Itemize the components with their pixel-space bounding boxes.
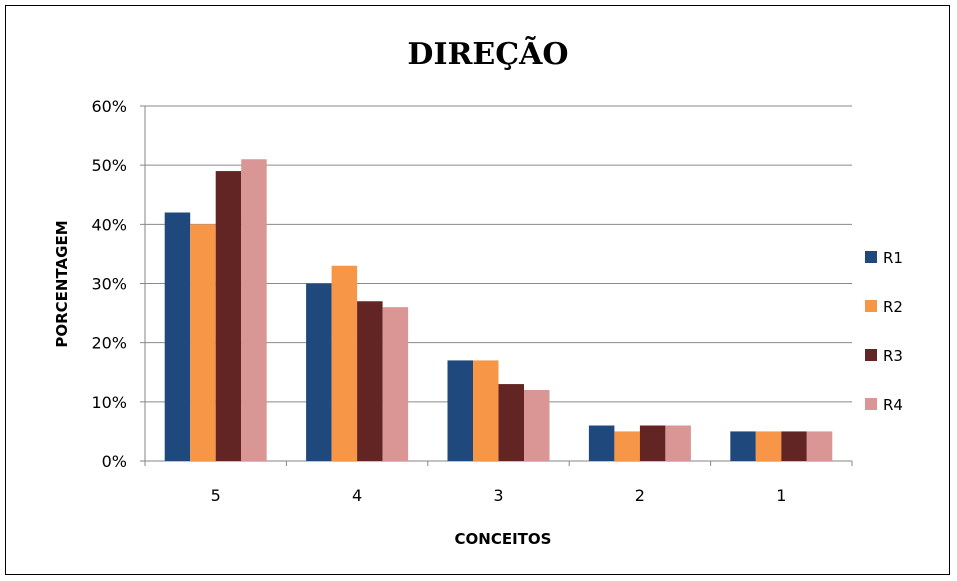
y-tick-label: 40% xyxy=(91,215,127,234)
legend-swatch xyxy=(865,251,877,263)
bar xyxy=(306,283,332,461)
legend: R1 R2 R3 R4 xyxy=(865,249,903,414)
y-tick-label: 20% xyxy=(91,334,127,353)
x-axis-ticks: 5 4 3 2 1 xyxy=(144,461,853,505)
bar xyxy=(588,425,615,461)
bar xyxy=(665,425,691,461)
x-tick-label: 5 xyxy=(211,486,221,505)
bar xyxy=(473,360,499,461)
y-tick-label: 60% xyxy=(91,97,127,116)
y-tick-label: 10% xyxy=(91,393,127,412)
bar xyxy=(755,431,782,461)
bar xyxy=(331,265,358,461)
bar xyxy=(215,171,242,462)
x-tick-label: 1 xyxy=(776,486,786,505)
x-axis-title: CONCEITOS xyxy=(455,530,552,548)
chart-title: DIREÇÃO xyxy=(407,36,568,72)
legend-label: R1 xyxy=(883,249,903,267)
y-tick-label: 0% xyxy=(102,452,127,471)
bar xyxy=(806,431,833,461)
legend-label: R4 xyxy=(883,396,903,414)
bar xyxy=(614,431,640,461)
bars xyxy=(164,159,833,462)
bar xyxy=(190,224,216,461)
x-tick-label: 4 xyxy=(352,486,362,505)
bar xyxy=(730,431,756,461)
bar xyxy=(164,212,191,461)
legend-label: R3 xyxy=(883,347,903,365)
legend-swatch xyxy=(865,349,877,361)
legend-swatch xyxy=(865,300,877,312)
bar xyxy=(639,425,666,461)
bar xyxy=(357,301,383,461)
y-axis-title: PORCENTAGEM xyxy=(53,220,71,347)
y-tick-label: 30% xyxy=(91,275,127,294)
bar xyxy=(781,431,807,461)
bar xyxy=(382,307,409,461)
bar xyxy=(241,159,267,461)
bar xyxy=(524,390,550,461)
bar xyxy=(447,360,473,461)
x-tick-label: 2 xyxy=(635,486,645,505)
y-axis-ticks: 0% 10% 20% 30% 40% 50% 60% xyxy=(91,97,127,471)
chart-frame xyxy=(5,5,950,575)
legend-label: R2 xyxy=(883,298,903,316)
x-tick-label: 3 xyxy=(493,486,503,505)
bar xyxy=(498,384,524,461)
legend-swatch xyxy=(865,398,877,410)
y-tick-label: 50% xyxy=(91,156,127,175)
